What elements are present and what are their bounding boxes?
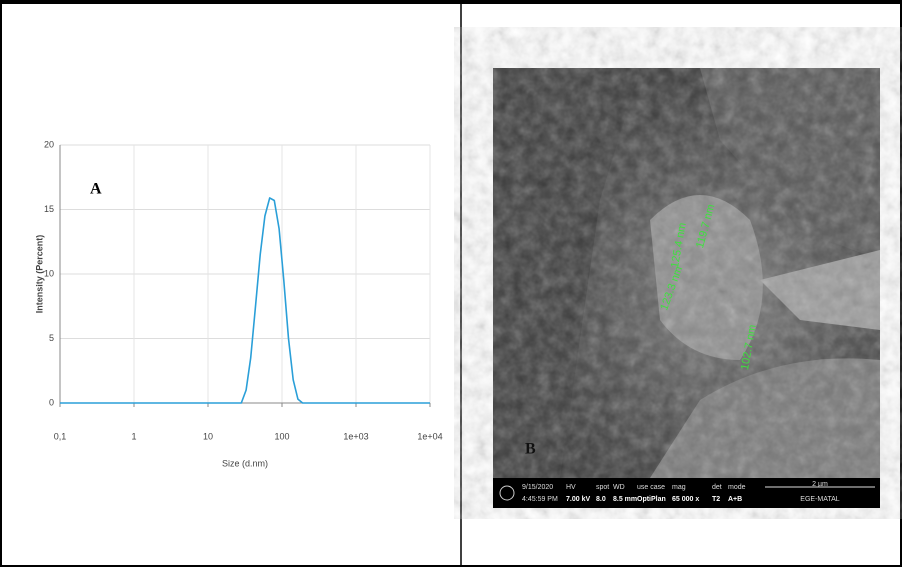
info-text: 8.5 mm — [613, 496, 637, 503]
info-text: det — [712, 484, 722, 491]
info-text: 2 µm — [812, 481, 828, 488]
info-text: 4:45:59 PM — [522, 496, 558, 503]
info-text: mag — [672, 484, 686, 491]
y-tick-label: 5 — [49, 333, 54, 343]
info-text: 65 000 x — [672, 496, 699, 503]
info-text: EGE-MATAL — [800, 496, 840, 503]
x-tick-label: 1e+03 — [343, 431, 368, 441]
info-text: WD — [613, 484, 625, 491]
info-text: T2 — [712, 496, 720, 503]
info-text: A+B — [728, 496, 742, 503]
y-tick-label: 15 — [44, 204, 54, 214]
x-tick-label: 10 — [203, 431, 213, 441]
info-text: HV — [566, 484, 576, 491]
chart-a: 0 5 10 15 20 0,1 1 10 100 1e+03 1e+04 Size (d.nm) In… — [34, 139, 442, 468]
info-text: 7.00 kV — [566, 496, 590, 503]
x-tick-label: 0,1 — [54, 431, 67, 441]
info-text: use case — [637, 484, 665, 491]
y-tick-label: 10 — [44, 268, 54, 278]
x-tick-label: 100 — [274, 431, 289, 441]
x-tick-label: 1 — [131, 431, 136, 441]
info-text: spot — [596, 484, 609, 491]
sem-image: B 125.4 nm 119.7 nm 123.3 nm 102.7 nm 9/… — [493, 68, 880, 508]
info-text: 8.0 — [596, 496, 606, 503]
y-tick-label: 0 — [49, 397, 54, 407]
y-axis-label: Intensity (Percent) — [34, 235, 44, 314]
x-tick-label: 1e+04 — [417, 431, 442, 441]
sem-texture — [493, 68, 880, 478]
y-tick-label: 20 — [44, 139, 54, 149]
x-axis-label: Size (d.nm) — [222, 458, 268, 468]
info-text: OptiPlan — [637, 496, 666, 503]
panel-label: A — [90, 181, 102, 198]
info-text: 9/15/2020 — [522, 484, 553, 491]
info-text: mode — [728, 484, 746, 491]
data-line — [60, 198, 430, 403]
figure: 0 5 10 15 20 0,1 1 10 100 1e+03 1e+04 Size (d.nm) In… — [0, 0, 902, 567]
panel-label: B — [525, 441, 536, 458]
top-rule — [0, 0, 902, 4]
